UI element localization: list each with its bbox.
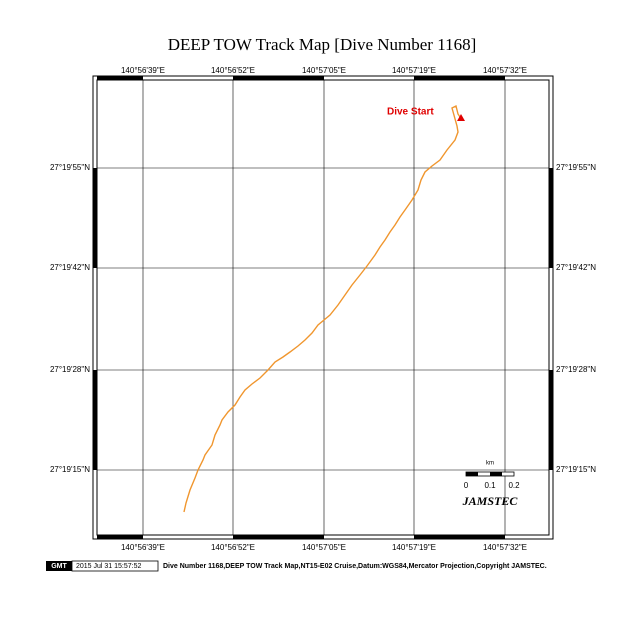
outer-frame bbox=[92, 75, 554, 540]
longitude-label: 140°56'39"E bbox=[121, 543, 165, 552]
longitude-label: 140°57'19"E bbox=[392, 543, 436, 552]
scale-label: 0.2 bbox=[508, 481, 520, 490]
latitude-label: 27°19'42"N bbox=[556, 263, 596, 272]
timestamp-box bbox=[71, 560, 159, 572]
scale-bar-segment bbox=[466, 472, 478, 476]
frame-bars bbox=[93, 76, 553, 539]
scale-bar-segment bbox=[490, 472, 502, 476]
badge: GMT bbox=[51, 563, 67, 570]
map-title: DEEP TOW Track Map [Dive Number 1168] bbox=[168, 35, 477, 54]
longitude-label: 140°57'05"E bbox=[302, 543, 346, 552]
dive-start-label: Dive Start bbox=[387, 107, 434, 118]
longitude-label: 140°56'52"E bbox=[211, 66, 255, 75]
logo: JAMSTEC bbox=[462, 494, 519, 508]
longitude-label: 140°57'32"E bbox=[483, 66, 527, 75]
dive-start-marker bbox=[457, 114, 465, 121]
graticule: 140°56'39"E 140°56'39"E 140°56'52"E 140°56'… bbox=[50, 66, 596, 552]
scale-labels: 0 0.1 0.2 bbox=[464, 481, 520, 490]
longitude-label: 140°56'39"E bbox=[121, 66, 165, 75]
longitude-label: 140°57'32"E bbox=[483, 543, 527, 552]
latitude-label: 27°19'28"N bbox=[50, 365, 90, 374]
latitude-label: 27°19'55"N bbox=[50, 163, 90, 172]
longitude-label: 140°57'05"E bbox=[302, 66, 346, 75]
scale-label: 0.1 bbox=[484, 481, 496, 490]
latitude-label: 27°19'28"N bbox=[556, 365, 596, 374]
dive-track bbox=[183, 104, 463, 513]
scale-unit: km bbox=[486, 461, 494, 467]
scale-label: 0 bbox=[464, 481, 469, 490]
timestamp: 2015 Jul 31 15:57:52 bbox=[76, 563, 141, 570]
latitude-label: 27°19'42"N bbox=[50, 263, 90, 272]
footer-caption: Dive Number 1168,DEEP TOW Track Map,NT15… bbox=[163, 563, 547, 570]
longitude-label: 140°57'19"E bbox=[392, 66, 436, 75]
latitude-label: 27°19'15"N bbox=[50, 465, 90, 474]
inner-frame bbox=[96, 79, 550, 536]
latitude-label: 27°19'55"N bbox=[556, 163, 596, 172]
longitude-label: 140°56'52"E bbox=[211, 543, 255, 552]
badge-box bbox=[46, 561, 72, 571]
latitude-label: 27°19'15"N bbox=[556, 465, 596, 474]
